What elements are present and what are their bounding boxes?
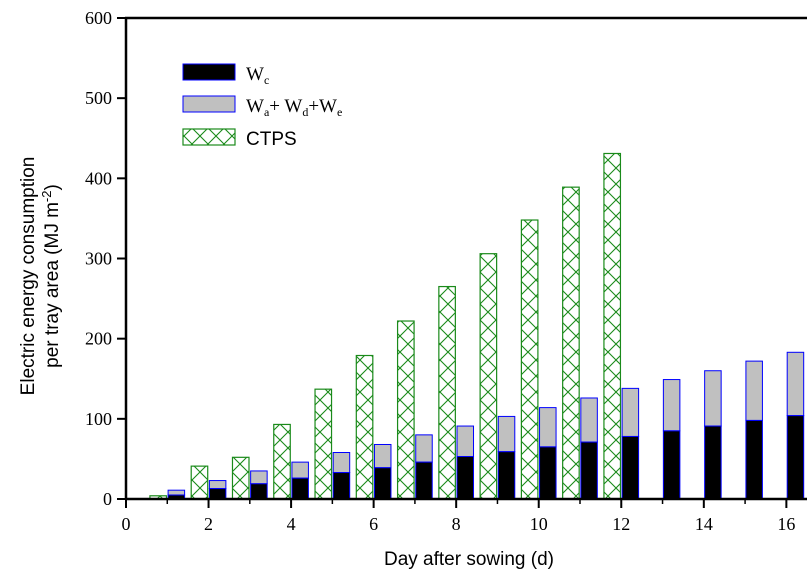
x-tick-label-14: 14	[695, 514, 713, 534]
y-tick-label-500: 500	[85, 88, 112, 108]
bar-wade-day-6	[373, 443, 392, 469]
bar-ctps-day-3	[231, 456, 250, 500]
bar-wade-day-16	[786, 351, 805, 417]
bar-wade-day-14	[704, 370, 722, 427]
legend-item-wc: Wc	[182, 63, 269, 87]
bar-wc-day-8	[456, 456, 475, 500]
bar-wc-day-13	[662, 430, 681, 500]
legend-item-ctps: CTPS	[182, 128, 297, 150]
bar-wc-day-3	[250, 483, 268, 500]
bar-ctps-day-6	[355, 354, 374, 500]
y-tick-label-200: 200	[85, 329, 112, 349]
x-tick-label-0: 0	[122, 514, 131, 534]
bar-wade-day-11	[580, 397, 598, 443]
x-tick-label-4: 4	[287, 514, 296, 534]
bar-wade-day-5	[332, 452, 351, 474]
legend-item-wade: Wa+ Wd+We	[182, 95, 342, 119]
bar-wc-day-4	[291, 477, 309, 500]
x-tick-label-10: 10	[530, 514, 548, 534]
tick-labels: 0 100 200 300 400 500 600 0 2 4 6 8 10 12 14 16	[85, 8, 795, 534]
bar-wc-day-10	[539, 446, 557, 500]
bar-wc-day-16	[786, 415, 805, 500]
bar-wade-day-13	[662, 379, 681, 432]
bar-ctps-day-4	[273, 423, 291, 500]
bar-wade-day-9	[497, 415, 516, 453]
legend-swatch-wc	[182, 63, 236, 81]
bar-wc-day-15	[745, 419, 763, 500]
legend: Wc Wa+ Wd+We CTPS	[182, 63, 342, 150]
y-axis-title-line1: Electric energy consumption	[18, 157, 39, 396]
bar-wade-day-15	[745, 360, 763, 421]
bar-ctps-day-11	[562, 186, 580, 500]
legend-label-wc: Wc	[246, 64, 269, 87]
bar-ctps-day-2	[190, 465, 209, 500]
x-tick-label-6: 6	[369, 514, 378, 534]
y-tick-label-100: 100	[85, 409, 112, 429]
bar-ctps-day-5	[314, 388, 333, 500]
legend-label-ctps: CTPS	[246, 129, 297, 150]
bar-wade-day-4	[291, 461, 309, 479]
axes	[117, 16, 807, 508]
legend-swatch-wade	[182, 95, 236, 113]
bar-wade-day-8	[456, 425, 475, 458]
bar-ctps-day-10	[520, 219, 539, 500]
bar-wade-day-2	[208, 480, 227, 490]
y-tick-label-0: 0	[103, 489, 112, 509]
y-axis-title: Electric energy consumption per tray are…	[18, 157, 63, 396]
bar-ctps-day-8	[438, 285, 456, 500]
legend-label-wade: Wa+ Wd+We	[246, 96, 342, 119]
x-tick-label-12: 12	[612, 514, 630, 534]
bar-wc-day-9	[497, 451, 516, 500]
x-tick-label-16: 16	[777, 514, 795, 534]
x-axis-title: Day after sowing (d)	[384, 549, 554, 570]
bar-wade-day-1	[167, 489, 186, 496]
bar-wc-day-5	[332, 472, 351, 500]
bar-wc-day-11	[580, 441, 598, 500]
y-tick-label-600: 600	[85, 8, 112, 28]
bar-wc-day-6	[373, 467, 392, 500]
bar-wc-day-14	[704, 425, 722, 500]
bar-wade-day-10	[539, 407, 557, 448]
y-tick-label-300: 300	[85, 249, 112, 269]
bar-wc-day-7	[415, 461, 433, 500]
bars	[149, 152, 805, 500]
bar-wade-day-7	[415, 434, 433, 463]
bar-ctps-day-9	[479, 253, 498, 500]
y-axis-title-line2: per tray area (MJ m-2)	[39, 184, 63, 368]
x-tick-label-2: 2	[204, 514, 213, 534]
x-tick-label-8: 8	[452, 514, 461, 534]
y-tick-label-400: 400	[85, 168, 112, 188]
bar-wade-day-3	[250, 470, 268, 485]
bar-ctps-day-12	[603, 152, 622, 500]
bar-wade-day-12	[621, 387, 640, 437]
bar-ctps-day-7	[396, 320, 415, 500]
bar-wc-day-12	[621, 435, 640, 500]
legend-swatch-ctps	[182, 128, 236, 146]
bar-wc-day-2	[208, 488, 227, 500]
